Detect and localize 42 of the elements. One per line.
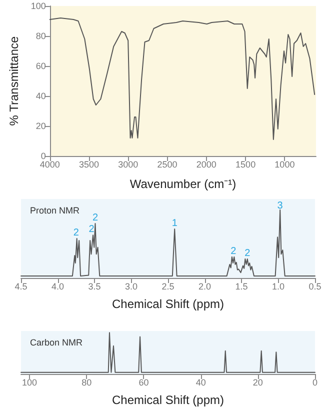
x-axis-title: Chemical Shift (ppm) xyxy=(112,393,224,407)
y-tick-label: 40 xyxy=(36,91,46,101)
y-tick-label: 0 xyxy=(40,151,46,161)
x-tick-label: 3.5 xyxy=(88,282,101,292)
x-tick-label: 3.0 xyxy=(124,282,138,292)
annotation: 2 xyxy=(92,212,98,224)
x-tick-label: 20 xyxy=(252,378,263,388)
line-series xyxy=(49,18,316,140)
text: Carbon NMR xyxy=(30,338,84,348)
x-tick-label: 2000 xyxy=(196,160,216,170)
annotation: 2 xyxy=(88,224,95,236)
x-tick-label: 4.5 xyxy=(14,282,28,292)
x-tick-label: 1000 xyxy=(274,160,295,170)
x-tick-label: 60 xyxy=(138,378,149,388)
x-tick-label: 2500 xyxy=(157,160,178,170)
x-tick-label: 3500 xyxy=(79,160,100,170)
x-axis-title: Wavenumber (cm⁻¹) xyxy=(130,177,236,191)
x-tick-label: 1.5 xyxy=(235,282,248,292)
annotation: 2 xyxy=(244,248,251,259)
y-tick-label: 60 xyxy=(36,61,46,71)
x-axis-title: Chemical Shift (ppm) xyxy=(112,297,224,311)
x-tick-label: 2.0 xyxy=(198,282,212,292)
x-tick-label: 4000 xyxy=(40,160,60,170)
x-tick-label: 1.0 xyxy=(272,282,285,292)
x-tick-label: 2.5 xyxy=(162,282,174,292)
annotation: 2 xyxy=(73,228,80,239)
y-tick-label: 100 xyxy=(30,1,46,11)
annotation: 3 xyxy=(277,200,284,212)
x-tick-label: 40 xyxy=(196,378,206,388)
chart-title: Proton NMR xyxy=(30,206,80,216)
x-tick-label: 100 xyxy=(22,378,38,388)
y-tick-label: 80 xyxy=(36,31,46,41)
x-tick-label: 3000 xyxy=(118,160,138,170)
annotation: 1 xyxy=(172,218,178,230)
x-tick-label: 1500 xyxy=(236,160,256,170)
x-tick-label: 80 xyxy=(82,378,92,388)
y-axis-title: % Transmittance xyxy=(7,36,21,126)
y-tick-label: 20 xyxy=(36,121,46,131)
x-tick-label: 0 xyxy=(312,378,318,388)
x-tick-label: 4.0 xyxy=(51,282,64,292)
x-tick-label: 0.5 xyxy=(308,282,322,292)
annotation: 2 xyxy=(230,246,237,257)
